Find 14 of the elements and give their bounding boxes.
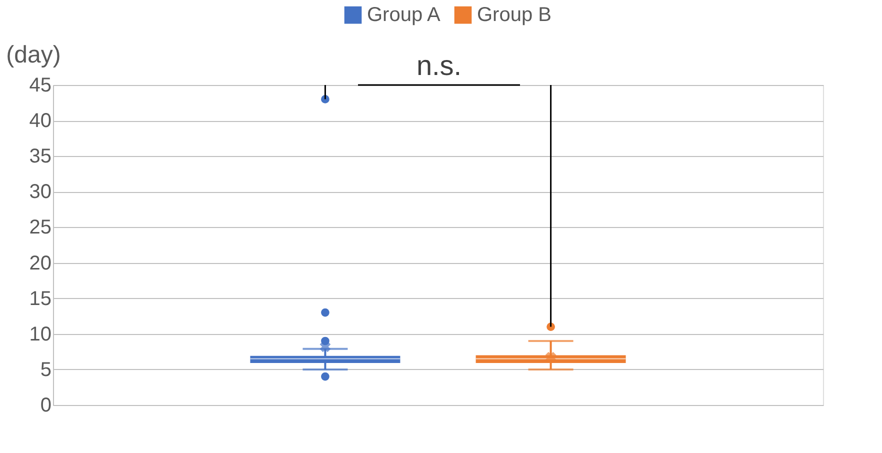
y-tick-label: 0 (40, 394, 52, 416)
y-tick-label: 20 (29, 252, 52, 274)
text: n.s. (416, 50, 462, 81)
y-tick-label: 15 (29, 288, 52, 310)
y-tick-label: 5 (40, 358, 52, 381)
y-tick-label: 40 (29, 110, 52, 132)
y-tick-label: 25 (29, 216, 52, 239)
y-tick-label: 30 (29, 181, 52, 204)
y-tick-label: 10 (29, 323, 52, 346)
legend-label: Group A (367, 4, 442, 26)
y-axis-title: (day) (6, 42, 61, 68)
y-tick-label: 35 (29, 146, 52, 168)
y-tick-label: 45 (29, 74, 52, 96)
legend-label: Group B (477, 4, 552, 26)
